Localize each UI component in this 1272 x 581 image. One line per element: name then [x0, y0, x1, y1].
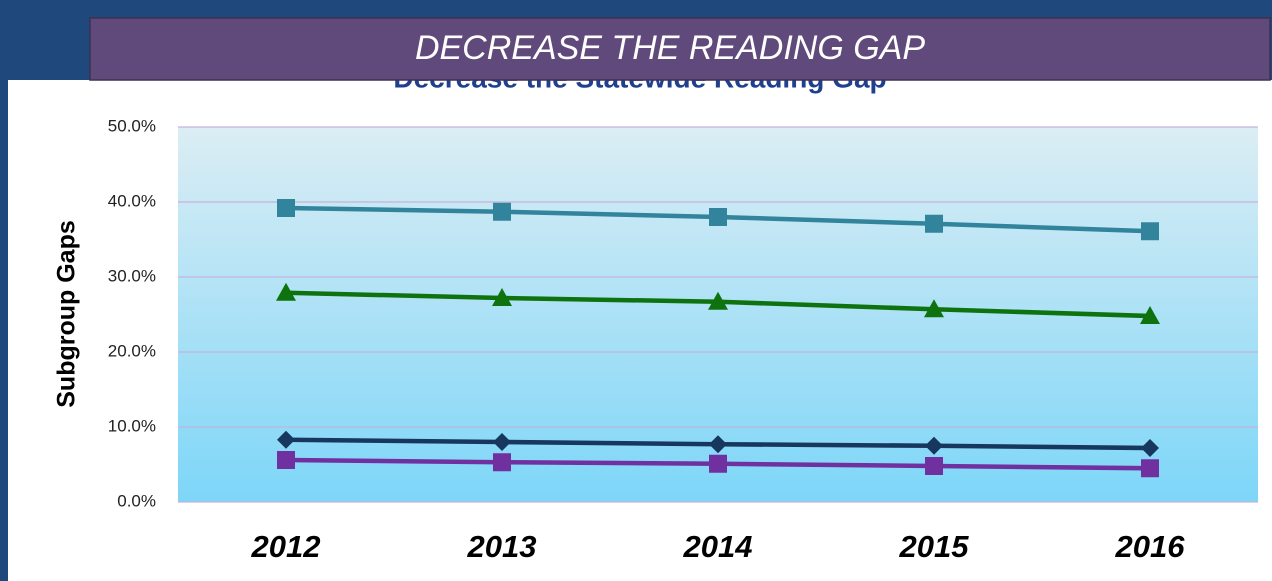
marker [925, 436, 943, 455]
y-tick-label: 0.0% [117, 491, 156, 510]
marker [1141, 222, 1159, 241]
x-tick-label: 2016 [1115, 529, 1186, 564]
y-tick-label: 40.0% [108, 191, 156, 210]
marker [925, 457, 943, 475]
y-tick-label: 30.0% [108, 266, 156, 285]
banner-title: DECREASE THE READING GAP [415, 29, 925, 67]
marker [924, 299, 944, 318]
marker [1141, 439, 1159, 457]
marker [1141, 459, 1159, 478]
banner [89, 17, 1271, 81]
marker [1140, 306, 1160, 324]
x-tick-label: 2015 [899, 529, 970, 564]
plot: 0.0% 10.0% 20.0% 30.0% 40.0% 50.0% 2012 2013 201… [108, 116, 1258, 564]
marker [492, 288, 512, 306]
x-tick-label: 2014 [683, 529, 753, 564]
y-tick-label: 20.0% [108, 341, 156, 360]
marker [277, 451, 295, 469]
marker [277, 199, 295, 217]
marker [708, 291, 728, 310]
marker [709, 435, 727, 454]
y-tick-label: 50.0% [108, 116, 156, 135]
marker [493, 453, 511, 472]
marker [709, 208, 727, 226]
x-tick-label: 2012 [251, 529, 321, 564]
marker [493, 202, 511, 221]
y-axis-label: Subgroup Gaps [53, 220, 81, 408]
y-tick-label: 10.0% [108, 416, 156, 435]
marker [925, 214, 943, 233]
marker [276, 282, 296, 301]
marker [709, 454, 727, 473]
marker [493, 433, 511, 451]
x-tick-label: 2013 [467, 529, 537, 564]
marker [277, 430, 295, 449]
